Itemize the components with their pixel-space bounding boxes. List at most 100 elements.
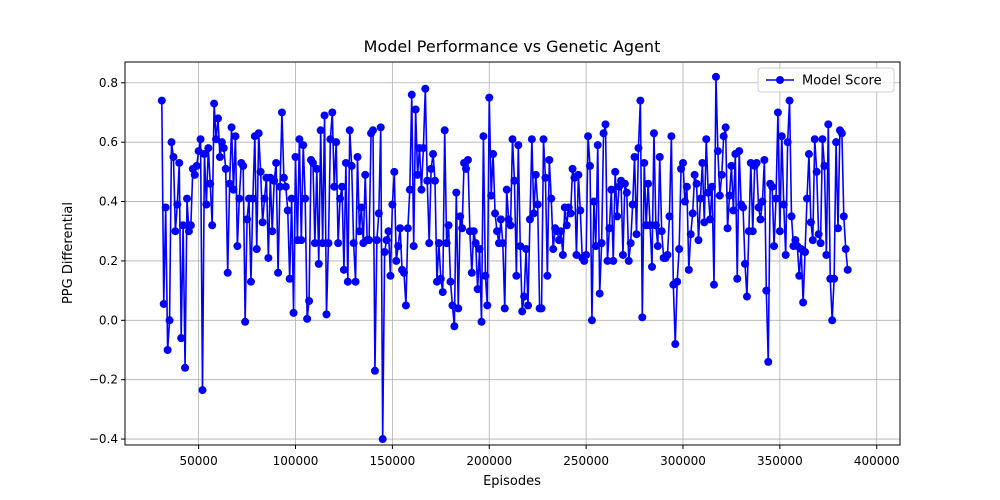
data-point bbox=[334, 239, 343, 248]
data-point bbox=[198, 386, 207, 395]
data-point bbox=[822, 250, 831, 259]
data-point bbox=[227, 123, 236, 132]
data-point bbox=[421, 84, 430, 93]
data-point bbox=[764, 357, 773, 366]
data-point bbox=[330, 182, 339, 191]
data-point bbox=[285, 274, 294, 283]
data-point bbox=[239, 161, 248, 170]
data-point bbox=[601, 120, 610, 129]
data-point bbox=[665, 212, 674, 221]
data-point bbox=[386, 271, 395, 280]
data-point bbox=[276, 182, 284, 191]
data-point bbox=[279, 173, 288, 182]
data-point bbox=[159, 299, 168, 308]
data-point bbox=[574, 170, 583, 179]
plot-frame bbox=[124, 61, 901, 446]
data-point bbox=[463, 155, 472, 164]
data-point bbox=[221, 164, 230, 173]
data-point bbox=[365, 236, 374, 245]
data-point bbox=[380, 248, 389, 257]
data-point bbox=[663, 250, 672, 259]
data-point bbox=[694, 236, 703, 245]
data-point bbox=[618, 250, 627, 259]
data-point bbox=[165, 316, 174, 325]
data-point bbox=[568, 164, 577, 173]
data-point bbox=[260, 194, 269, 203]
data-point bbox=[781, 250, 790, 259]
data-point bbox=[837, 129, 846, 138]
data-point bbox=[537, 304, 546, 313]
data-point bbox=[576, 206, 585, 215]
data-point bbox=[223, 268, 232, 277]
data-point bbox=[181, 363, 190, 372]
x-tick-label: 400000 bbox=[854, 454, 900, 468]
data-point bbox=[202, 200, 211, 209]
data-point bbox=[607, 185, 616, 194]
data-point bbox=[754, 203, 763, 212]
data-point bbox=[324, 239, 333, 248]
data-point bbox=[742, 292, 751, 301]
data-point bbox=[241, 317, 250, 326]
data-point bbox=[671, 340, 680, 349]
data-point bbox=[584, 132, 593, 141]
data-point bbox=[357, 203, 366, 212]
data-point bbox=[839, 212, 848, 221]
data-point bbox=[713, 147, 722, 156]
data-point bbox=[233, 242, 242, 251]
data-point bbox=[653, 242, 662, 251]
data-point bbox=[502, 185, 511, 194]
data-point bbox=[803, 194, 811, 203]
data-point bbox=[431, 176, 439, 185]
data-point bbox=[473, 285, 482, 294]
data-point bbox=[403, 224, 412, 233]
data-point bbox=[246, 277, 255, 286]
data-point bbox=[413, 170, 422, 179]
data-point bbox=[520, 292, 529, 301]
data-point bbox=[525, 215, 534, 224]
data-point bbox=[739, 203, 748, 212]
data-point bbox=[277, 108, 286, 117]
data-point bbox=[382, 236, 391, 245]
data-point bbox=[508, 135, 517, 144]
data-point bbox=[493, 227, 501, 236]
data-point bbox=[407, 90, 416, 99]
data-point bbox=[785, 96, 794, 105]
data-point bbox=[587, 316, 596, 325]
data-point bbox=[392, 256, 401, 265]
data-point bbox=[795, 271, 804, 280]
data-point bbox=[458, 224, 467, 233]
y-tick-label: 0.0 bbox=[99, 313, 118, 327]
legend-label: Model Score bbox=[802, 74, 882, 89]
data-point bbox=[801, 248, 810, 257]
y-tick-label: 0.6 bbox=[99, 135, 118, 149]
data-point bbox=[558, 250, 567, 259]
data-point bbox=[597, 239, 606, 248]
data-point bbox=[715, 191, 724, 200]
data-point bbox=[456, 212, 465, 221]
data-point bbox=[477, 317, 486, 326]
data-point bbox=[169, 153, 178, 162]
data-point bbox=[378, 435, 387, 444]
data-point bbox=[779, 200, 788, 209]
data-point bbox=[541, 173, 550, 182]
data-point bbox=[161, 203, 170, 212]
data-point bbox=[423, 176, 432, 185]
data-point bbox=[830, 274, 839, 283]
data-point bbox=[729, 206, 738, 215]
y-tick-label: −0.2 bbox=[89, 373, 118, 387]
data-point bbox=[417, 185, 426, 194]
data-point bbox=[388, 200, 397, 209]
data-point bbox=[390, 167, 399, 176]
data-point bbox=[498, 239, 507, 248]
data-point bbox=[777, 132, 786, 141]
legend: Model Score bbox=[757, 67, 895, 93]
data-point bbox=[843, 265, 852, 274]
data-point bbox=[841, 245, 850, 254]
data-point bbox=[163, 345, 172, 354]
data-point bbox=[787, 212, 796, 221]
y-tick-label: 0.4 bbox=[99, 195, 118, 209]
data-point bbox=[485, 93, 494, 102]
data-point bbox=[673, 277, 682, 286]
data-point bbox=[372, 236, 381, 245]
